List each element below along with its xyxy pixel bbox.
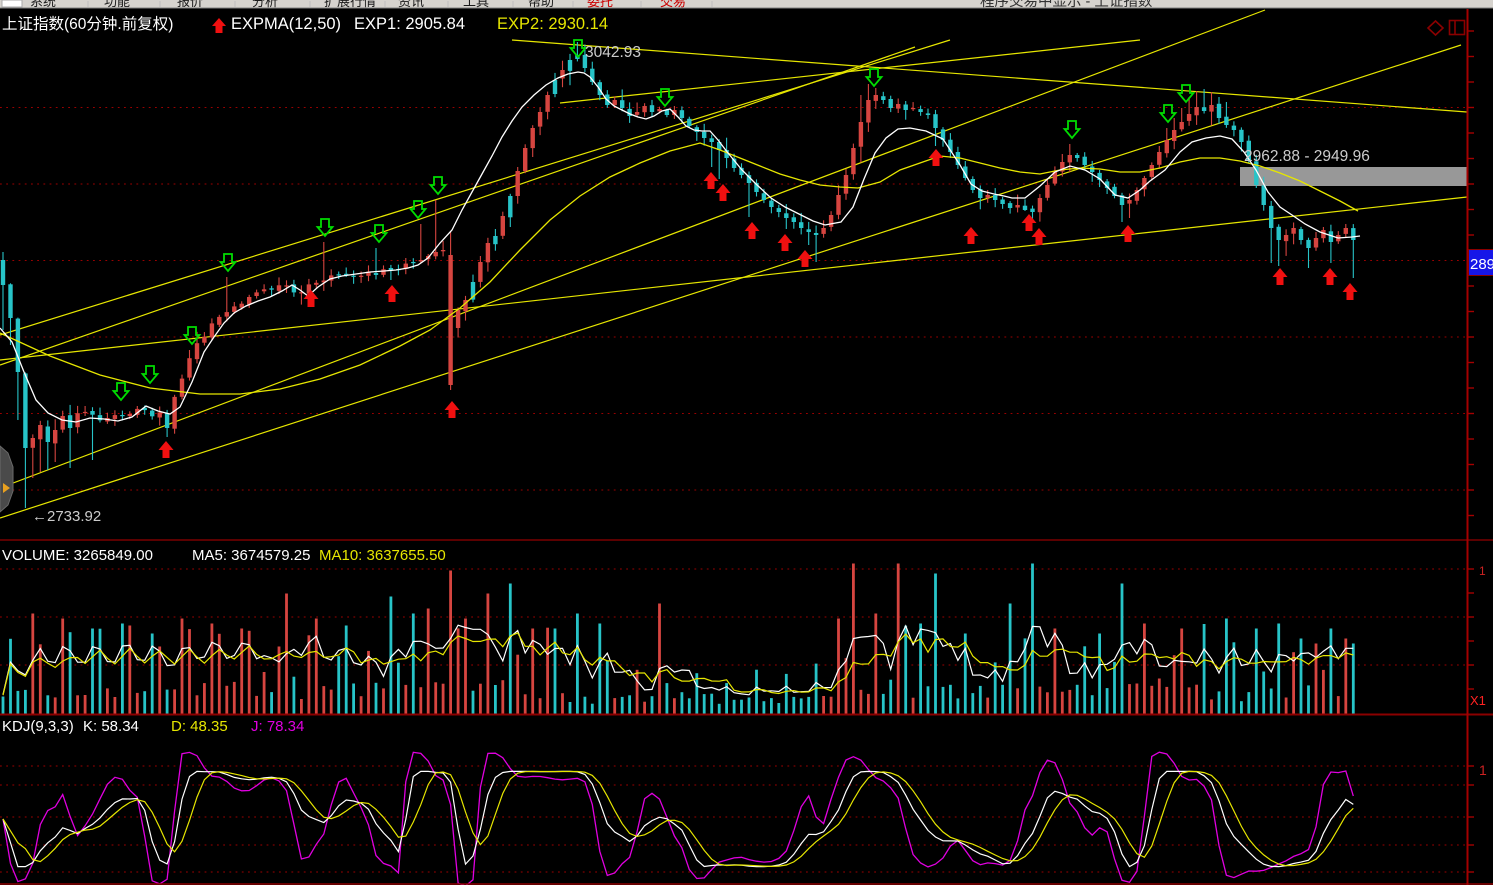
svg-text:X1: X1 xyxy=(1470,693,1486,708)
svg-text:扩展行情: 扩展行情 xyxy=(324,0,376,9)
svg-text:帮助: 帮助 xyxy=(528,0,554,9)
svg-text:报价: 报价 xyxy=(177,0,203,9)
svg-text:1: 1 xyxy=(1479,762,1487,778)
svg-text:2897: 2897 xyxy=(1470,256,1493,273)
svg-text:←2733.92: ←2733.92 xyxy=(32,508,101,525)
svg-text:委托: 委托 xyxy=(587,0,613,9)
svg-text:系统: 系统 xyxy=(30,0,56,9)
svg-text:分析: 分析 xyxy=(252,0,278,9)
svg-text:2962.88 - 2949.96: 2962.88 - 2949.96 xyxy=(1244,148,1370,165)
svg-text:D: 48.35: D: 48.35 xyxy=(171,718,228,735)
svg-text:KDJ(9,3,3): KDJ(9,3,3) xyxy=(2,718,74,735)
svg-text:3042.93: 3042.93 xyxy=(585,44,641,61)
svg-text:MA5: 3674579.25: MA5: 3674579.25 xyxy=(192,547,310,564)
svg-text:工具: 工具 xyxy=(463,0,489,9)
svg-text:交易: 交易 xyxy=(660,0,686,9)
svg-text:上证指数(60分钟.前复权): 上证指数(60分钟.前复权) xyxy=(2,15,173,33)
svg-text:资讯: 资讯 xyxy=(398,0,424,9)
svg-text:EXPMA(12,50): EXPMA(12,50) xyxy=(231,15,341,33)
svg-text:功能: 功能 xyxy=(104,0,130,9)
svg-text:MA10: 3637655.50: MA10: 3637655.50 xyxy=(319,547,446,564)
svg-text:1: 1 xyxy=(1479,564,1486,578)
svg-text:VOLUME: 3265849.00: VOLUME: 3265849.00 xyxy=(2,547,153,564)
svg-text:程序交易中显示 - 上证指数: 程序交易中显示 - 上证指数 xyxy=(980,0,1153,10)
svg-text:K: 58.34: K: 58.34 xyxy=(83,718,139,735)
svg-text:J: 78.34: J: 78.34 xyxy=(251,718,304,735)
svg-text:EXP1: 2905.84: EXP1: 2905.84 xyxy=(354,15,465,33)
svg-text:EXP2: 2930.14: EXP2: 2930.14 xyxy=(497,15,608,33)
